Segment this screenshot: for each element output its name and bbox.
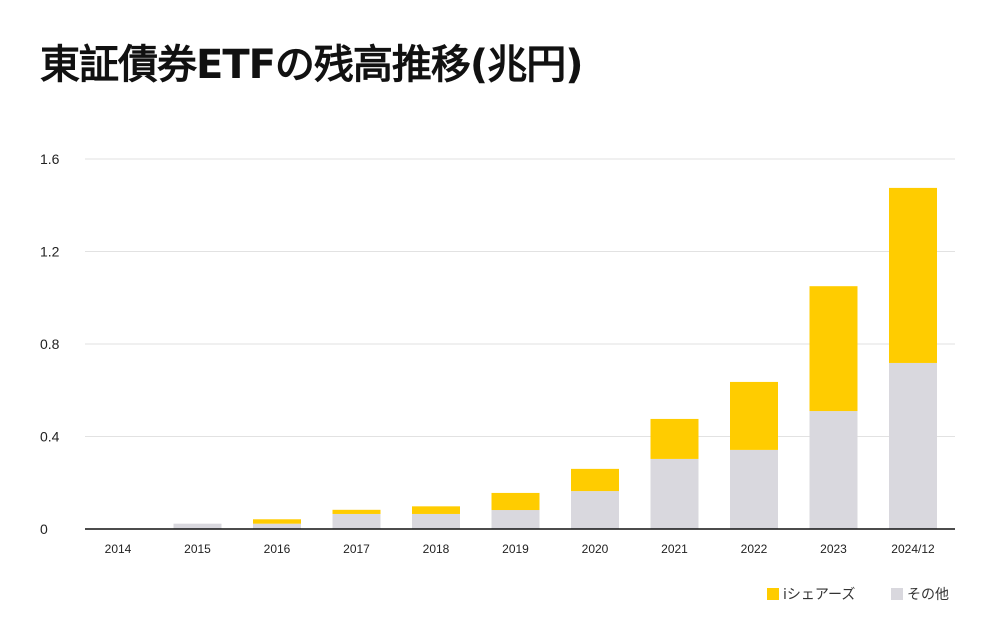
bar-other [332, 513, 381, 529]
bar-ishares [571, 468, 619, 492]
bar-other [730, 449, 778, 529]
bar-ishares [412, 506, 460, 514]
bar-other [650, 458, 699, 529]
bar-ishares [491, 492, 540, 511]
x-tick-label: 2023 [820, 542, 847, 556]
y-tick-label: 0.4 [40, 429, 60, 445]
legend-label-ishares: iシェアーズ [783, 587, 856, 603]
bar-other [889, 362, 937, 529]
legend-swatch-other [891, 588, 903, 600]
x-tick-label: 2018 [423, 542, 450, 556]
bar-ishares [650, 418, 699, 459]
x-tick-label: 2014 [105, 542, 132, 556]
legend-item-other: その他 [891, 584, 949, 604]
x-tick-label: 2016 [264, 542, 291, 556]
x-tick-label: 2022 [741, 542, 768, 556]
bar-other [253, 523, 301, 529]
bar-ishares [253, 519, 301, 524]
bar-other [491, 510, 540, 529]
x-tick-label: 2024/12 [891, 542, 935, 556]
bar-ishares [332, 509, 381, 514]
x-tick-label: 2019 [502, 542, 529, 556]
bar-other [173, 523, 222, 529]
chart-title: 東証債券ETFの残高推移(兆円) [40, 42, 583, 88]
y-tick-label: 0 [40, 521, 48, 537]
x-tick-label: 2021 [661, 542, 688, 556]
y-tick-label: 1.2 [40, 244, 60, 260]
legend-label-other: その他 [907, 587, 949, 603]
legend-swatch-ishares [767, 588, 779, 600]
x-tick-label: 2015 [184, 542, 211, 556]
bar-ishares [889, 187, 937, 363]
bar-ishares [730, 381, 778, 450]
x-tick-label: 2020 [582, 542, 609, 556]
bar-other [412, 513, 460, 529]
bar-ishares [809, 286, 858, 412]
y-tick-label: 1.6 [40, 151, 60, 167]
legend-item-ishares: iシェアーズ [767, 584, 855, 604]
y-tick-label: 0.8 [40, 336, 60, 352]
x-tick-label: 2017 [343, 542, 370, 556]
bar-other [809, 411, 858, 529]
bar-other [571, 491, 619, 529]
